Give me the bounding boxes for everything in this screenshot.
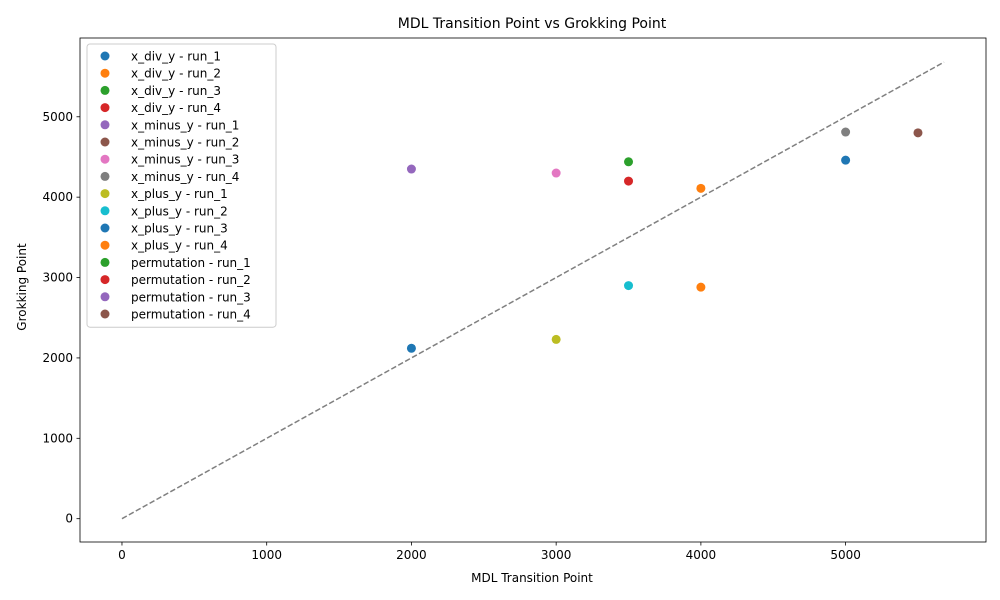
y-tick-label: 4000 (42, 190, 73, 204)
legend-label: x_minus_y - run_4 (131, 170, 239, 184)
reference-line (121, 61, 945, 520)
data-point (624, 176, 634, 186)
legend-label: x_div_y - run_4 (131, 101, 221, 115)
legend-marker (100, 223, 110, 233)
legend-marker (100, 309, 110, 319)
y-tick-label: 2000 (42, 351, 73, 365)
x-tick-label: 1000 (251, 548, 282, 562)
legend-label: x_plus_y - run_4 (131, 239, 228, 253)
legend-label: x_div_y - run_2 (131, 67, 221, 81)
data-point (551, 334, 561, 344)
plot-area (121, 61, 945, 520)
legend: x_div_y - run_1 x_div_y - run_2 x_div_y - … (86, 43, 277, 328)
chart-title: MDL Transition Point vs Grokking Point (398, 16, 667, 32)
data-point (624, 157, 634, 167)
legend-marker (100, 85, 110, 95)
data-point (406, 164, 416, 174)
legend-label: x_div_y - run_1 (131, 50, 221, 64)
data-point (841, 155, 851, 165)
axes-frame (79, 37, 987, 543)
y-tick-label: 1000 (42, 431, 73, 445)
legend-marker (100, 171, 110, 181)
x-tick-label: 5000 (830, 548, 861, 562)
legend-label: x_plus_y - run_2 (131, 204, 228, 218)
x-tick-label: 4000 (686, 548, 717, 562)
legend-marker (100, 103, 110, 113)
y-axis-label: Grokking Point (15, 243, 29, 331)
x-tick-label: 3000 (541, 548, 572, 562)
legend-marker (100, 154, 110, 164)
legend-marker (100, 51, 110, 61)
legend-marker (100, 292, 110, 302)
legend-label: permutation - run_2 (131, 273, 251, 287)
legend-marker (100, 120, 110, 130)
legend-label: permutation - run_3 (131, 290, 251, 304)
legend-marker (100, 189, 110, 199)
data-point (913, 128, 923, 138)
legend-marker (100, 137, 110, 147)
legend-label: x_minus_y - run_1 (131, 118, 239, 132)
legend-marker (100, 240, 110, 250)
legend-label: permutation - run_4 (131, 308, 251, 322)
legend-label: x_plus_y - run_3 (131, 222, 228, 236)
data-point (696, 183, 706, 193)
legend-marker (100, 68, 110, 78)
data-point (406, 343, 416, 353)
x-tick-label: 0 (118, 548, 126, 562)
legend-label: x_plus_y - run_1 (131, 187, 228, 201)
x-tick-label: 2000 (396, 548, 427, 562)
legend-label: x_div_y - run_3 (131, 84, 221, 98)
data-point (551, 168, 561, 178)
legend-box (86, 43, 277, 328)
y-tick-label: 3000 (42, 271, 73, 285)
y-tick-label: 0 (65, 512, 73, 526)
legend-marker (100, 257, 110, 267)
y-tick-label: 5000 (42, 110, 73, 124)
x-axis-label: MDL Transition Point (471, 571, 593, 585)
data-point (624, 281, 634, 291)
axes: 0 1000 2000 3000 4000 5000 0 1000 2000 3000 4000 50… (42, 37, 987, 562)
data-point (841, 127, 851, 137)
data-point (696, 282, 706, 292)
legend-label: permutation - run_1 (131, 256, 251, 270)
legend-label: x_minus_y - run_3 (131, 153, 239, 167)
legend-marker (100, 275, 110, 285)
legend-marker (100, 206, 110, 216)
legend-label: x_minus_y - run_2 (131, 136, 239, 150)
